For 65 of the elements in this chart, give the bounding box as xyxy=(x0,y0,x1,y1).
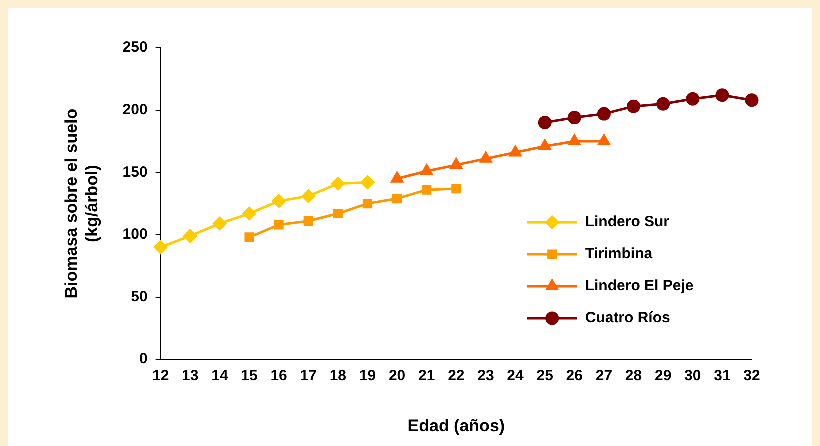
point xyxy=(538,116,552,130)
x-tick-label: 27 xyxy=(596,368,613,385)
x-tick-label: 30 xyxy=(684,368,702,385)
x-tick-label: 16 xyxy=(270,368,288,385)
point xyxy=(539,140,552,150)
point xyxy=(331,177,345,191)
x-tick-label: 23 xyxy=(478,368,494,385)
point xyxy=(333,208,343,219)
point xyxy=(392,194,402,204)
point xyxy=(213,216,227,230)
point xyxy=(362,199,373,209)
point xyxy=(745,94,759,108)
y-tick-label: 50 xyxy=(131,288,148,306)
y-tick-label: 100 xyxy=(122,226,148,244)
x-tick-label: 32 xyxy=(744,368,760,385)
point xyxy=(716,88,730,102)
x-tick-label: 26 xyxy=(566,368,583,385)
point xyxy=(302,190,316,204)
point xyxy=(452,184,462,194)
point xyxy=(391,172,404,183)
x-tick-label: 14 xyxy=(212,368,229,385)
point xyxy=(272,194,286,208)
x-tick-label: 15 xyxy=(241,368,258,385)
x-tick-label: 19 xyxy=(359,368,376,385)
y-tick-label: 200 xyxy=(122,101,148,118)
point xyxy=(568,111,582,125)
x-tick-label: 31 xyxy=(714,368,731,385)
point xyxy=(154,240,168,254)
x-tick-label: 13 xyxy=(182,368,199,385)
x-tick-label: 24 xyxy=(507,368,525,385)
point xyxy=(420,164,433,176)
point xyxy=(450,158,462,170)
y-axis-title: Biomasa sobre el suelo (kg/árbol) xyxy=(62,108,102,299)
legend-label: Lindero Sur xyxy=(585,214,670,231)
x-tick-label: 29 xyxy=(654,368,672,385)
point xyxy=(480,152,492,163)
point xyxy=(656,97,670,111)
x-tick-label: 12 xyxy=(152,368,170,385)
point xyxy=(598,134,610,146)
point xyxy=(184,229,198,243)
y-tick-label: 250 xyxy=(122,39,148,56)
legend-label: Tirimbina xyxy=(585,246,654,263)
point xyxy=(597,107,611,121)
x-tick-label: 18 xyxy=(330,368,347,385)
point xyxy=(627,100,641,114)
x-tick-label: 17 xyxy=(300,368,317,385)
point xyxy=(304,216,314,226)
legend-label: Cuatro Ríos xyxy=(585,310,670,327)
point xyxy=(686,92,700,106)
point xyxy=(274,220,284,230)
x-tick-label: 25 xyxy=(536,368,554,385)
x-tick-label: 21 xyxy=(418,368,436,385)
point xyxy=(242,207,256,221)
legend-label: Lindero El Peje xyxy=(585,278,694,295)
y-tick-label: 0 xyxy=(139,350,148,368)
x-tick-label: 22 xyxy=(448,368,465,385)
point xyxy=(510,146,522,157)
point xyxy=(422,185,432,195)
x-axis-title: Edad (años) xyxy=(408,416,506,436)
point xyxy=(360,176,374,190)
x-tick-label: 28 xyxy=(625,368,642,385)
point xyxy=(568,134,581,146)
point xyxy=(244,232,254,242)
x-tick-label: 20 xyxy=(388,368,406,385)
y-tick-label: 150 xyxy=(122,164,148,181)
